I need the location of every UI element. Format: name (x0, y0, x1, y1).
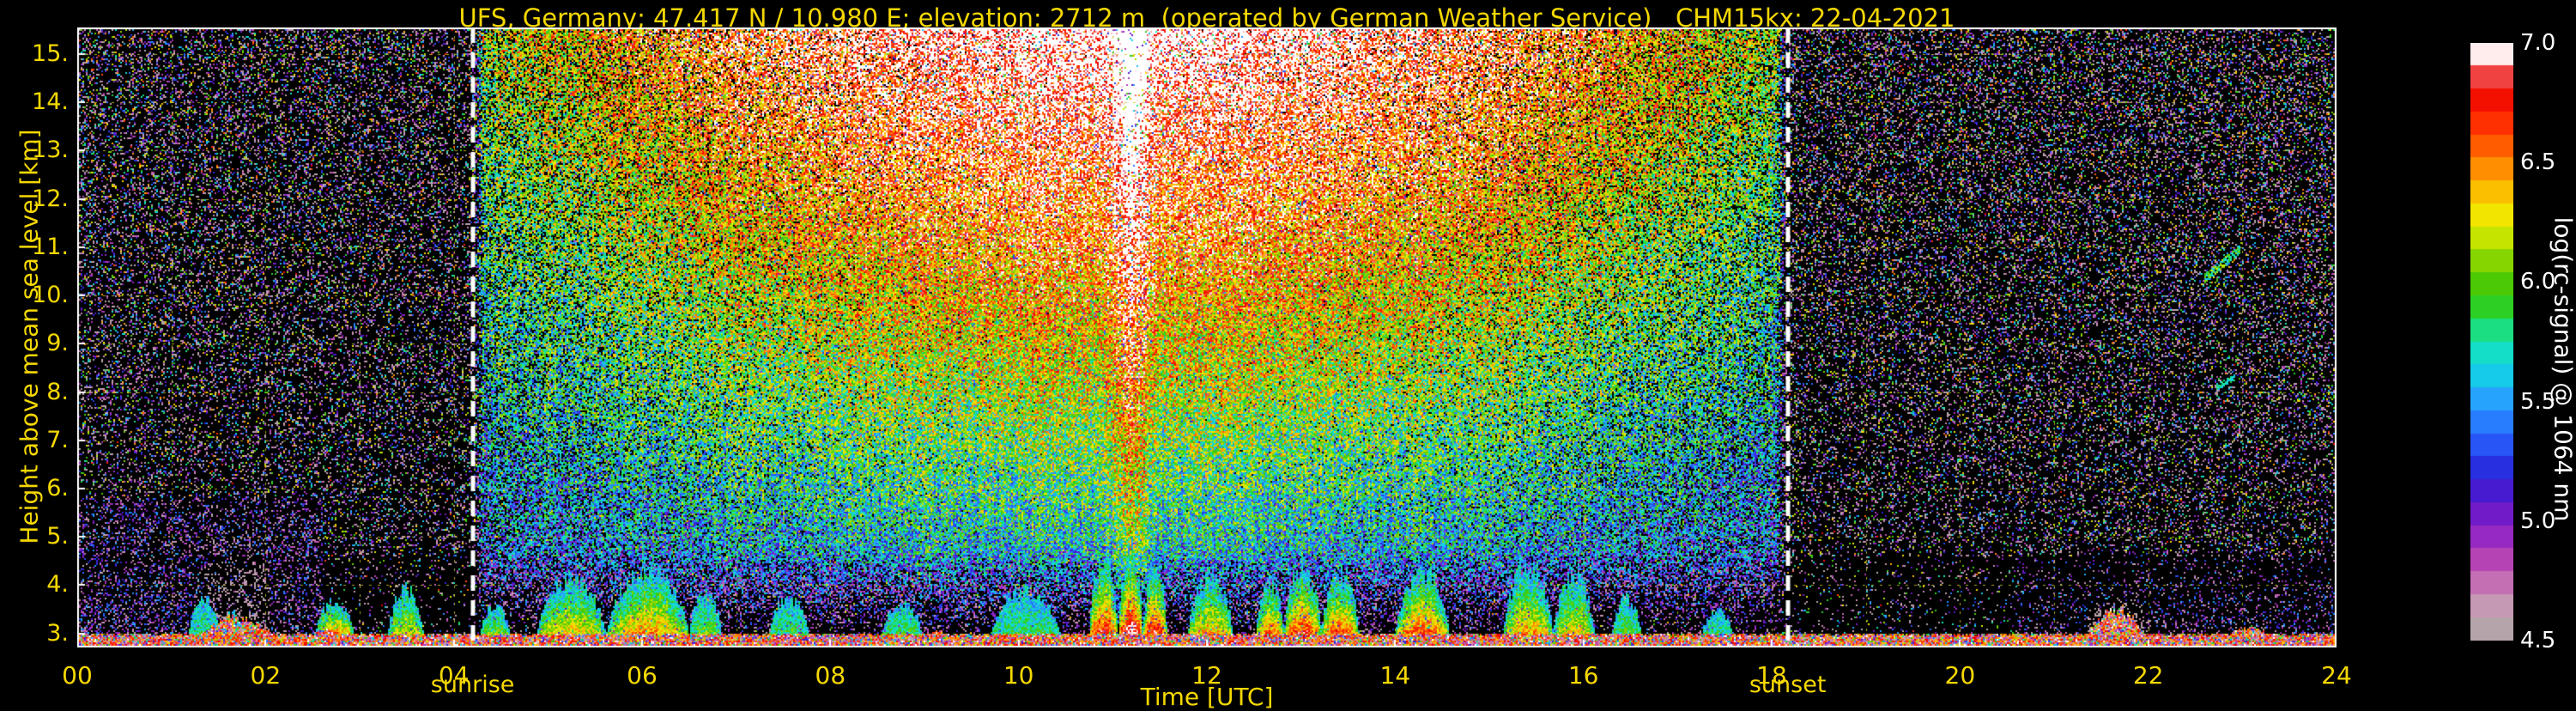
y-tick-label: 8. (0, 379, 69, 405)
colorbar-tick-label: 7.0 (2520, 30, 2555, 56)
y-tick-label: 14. (0, 88, 69, 115)
sunrise-label: sunrise (387, 672, 559, 698)
x-tick-label: 12 (1168, 661, 1246, 690)
x-tick-label: 22 (2110, 661, 2187, 690)
colorbar-label: log(rc-signal) @ 1064 nm (2549, 217, 2576, 522)
y-tick-label: 12. (0, 185, 69, 212)
y-tick-label: 3. (0, 620, 69, 647)
y-tick-label: 5. (0, 523, 69, 550)
sunset-label: sunset (1702, 672, 1874, 698)
x-tick-label: 06 (603, 661, 681, 690)
x-tick-label: 14 (1356, 661, 1433, 690)
y-tick-label: 6. (0, 475, 69, 501)
y-tick-label: 4. (0, 571, 69, 598)
y-tick-label: 11. (0, 234, 69, 260)
x-tick-label: 20 (1921, 661, 1998, 690)
y-tick-label: 13. (0, 137, 69, 163)
colorbar-tick-label: 4.5 (2520, 628, 2555, 653)
x-tick-label: 02 (227, 661, 304, 690)
y-tick-label: 15. (0, 40, 69, 67)
colorbar-tick-label: 6.5 (2520, 149, 2555, 175)
heatmap-plot (77, 27, 2337, 647)
x-tick-label: 24 (2298, 661, 2375, 690)
x-tick-label: 08 (791, 661, 869, 690)
x-tick-label: 16 (1545, 661, 1622, 690)
y-tick-label: 10. (0, 282, 69, 308)
x-tick-label: 00 (39, 661, 116, 690)
x-tick-label: 10 (980, 661, 1058, 690)
colorbar (2470, 43, 2513, 641)
y-tick-label: 9. (0, 330, 69, 356)
y-tick-label: 7. (0, 427, 69, 453)
